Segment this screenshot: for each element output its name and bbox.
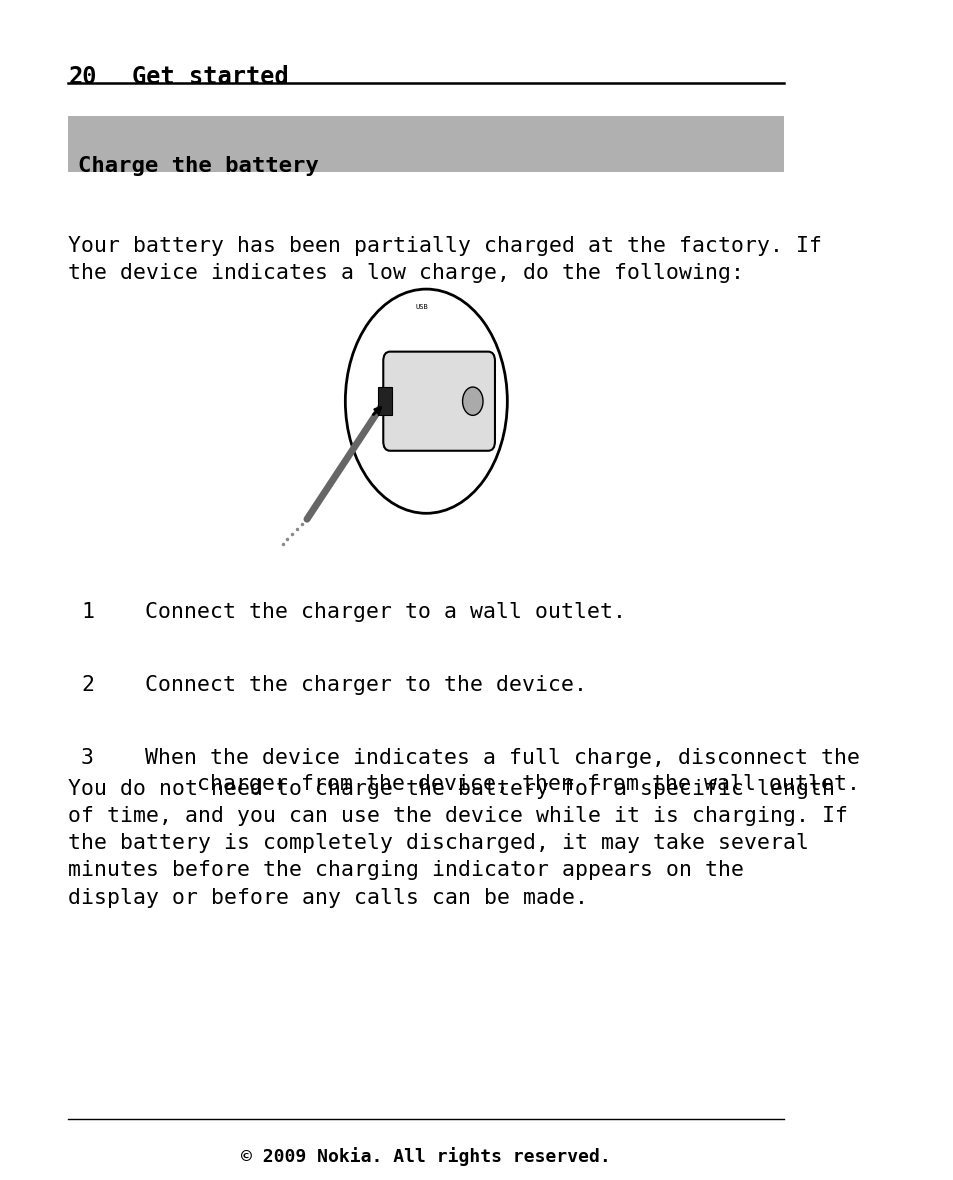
Circle shape (462, 387, 482, 415)
FancyBboxPatch shape (69, 116, 783, 172)
Text: Get started: Get started (132, 65, 289, 88)
Text: Connect the charger to a wall outlet.: Connect the charger to a wall outlet. (145, 602, 625, 622)
Text: 1: 1 (81, 602, 94, 622)
Text: When the device indicates a full charge, disconnect the
    charger from the dev: When the device indicates a full charge,… (145, 748, 859, 794)
Text: USB: USB (416, 303, 428, 310)
Text: Charge the battery: Charge the battery (78, 156, 319, 176)
FancyBboxPatch shape (377, 387, 392, 415)
Text: 2: 2 (81, 675, 94, 695)
Text: Connect the charger to the device.: Connect the charger to the device. (145, 675, 586, 695)
Text: © 2009 Nokia. All rights reserved.: © 2009 Nokia. All rights reserved. (241, 1147, 611, 1166)
Text: 3: 3 (81, 748, 94, 768)
FancyBboxPatch shape (383, 352, 495, 451)
Text: You do not need to charge the battery for a specific length
of time, and you can: You do not need to charge the battery fo… (69, 779, 847, 907)
Text: 20: 20 (69, 65, 96, 88)
Text: Your battery has been partially charged at the factory. If
the device indicates : Your battery has been partially charged … (69, 236, 821, 283)
